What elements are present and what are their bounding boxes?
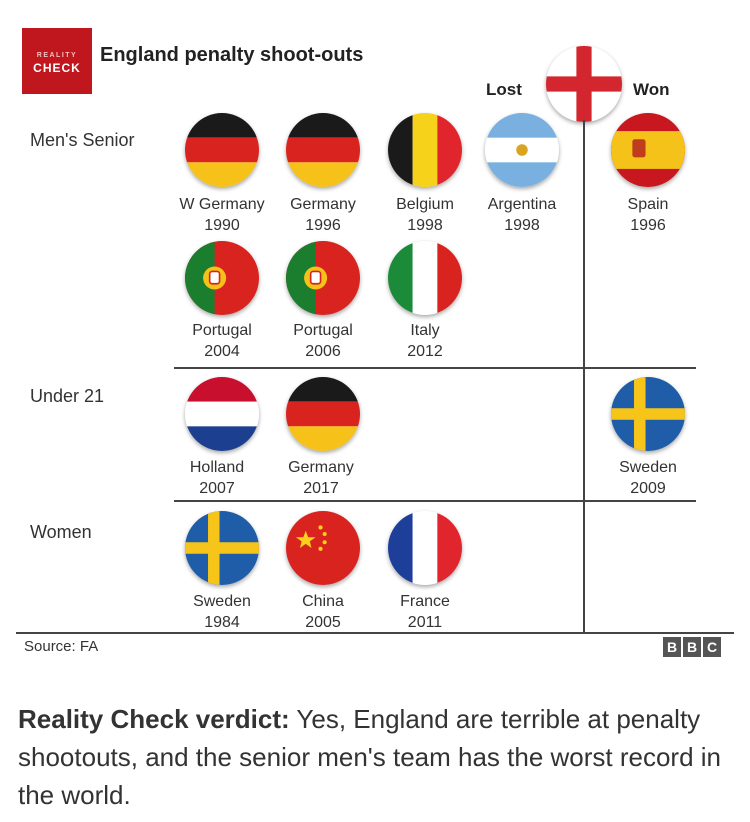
flag-caption-spain1996: Spain 1996 — [593, 194, 703, 236]
column-label-won: Won — [633, 80, 670, 99]
country-label: Holland — [189, 459, 245, 476]
year-label: 2006 — [305, 343, 341, 360]
country-label: Spain — [627, 196, 669, 213]
flag-caption-sweden2009: Sweden 2009 — [593, 457, 703, 499]
country-label: Italy — [410, 322, 440, 339]
flag-caption-argentina1998: Argentina 1998 — [467, 194, 577, 236]
country-label: Sweden — [619, 459, 677, 476]
flag-caption-sweden1984: Sweden 1984 — [167, 591, 277, 633]
year-label: 2004 — [204, 343, 240, 360]
row-label-under-21: Under 21 — [30, 386, 105, 406]
bbc-logo: B B C — [663, 637, 721, 657]
verdict-heading: Reality Check verdict: — [18, 704, 290, 734]
country-label: Argentina — [487, 196, 557, 213]
country-label: W Germany — [179, 196, 265, 213]
year-label: 1996 — [630, 217, 666, 234]
flag-caption-germany1996: Germany 1996 — [268, 194, 378, 236]
year-label: 2017 — [303, 480, 339, 497]
logo-line2: CHECK — [33, 61, 81, 75]
year-label: 2007 — [199, 480, 235, 497]
bbc-letter: C — [703, 637, 721, 657]
flag-caption-italy2012: Italy 2012 — [370, 320, 480, 362]
country-label: Belgium — [396, 196, 454, 213]
argentina-flag-icon — [485, 113, 559, 187]
bbc-letter: B — [683, 637, 701, 657]
year-label: 1998 — [407, 217, 443, 234]
reality-check-logo: REALITY CHECK — [22, 28, 92, 94]
flag-caption-belgium1998: Belgium 1998 — [370, 194, 480, 236]
row-label-mens-senior: Men's Senior — [30, 130, 135, 150]
source-note: Source: FA — [24, 638, 99, 655]
year-label: 1996 — [305, 217, 341, 234]
flag-caption-holland2007: Holland 2007 — [162, 457, 272, 499]
row-label-women: Women — [30, 522, 92, 542]
lost-won-divider — [583, 120, 585, 633]
year-label: 2009 — [630, 480, 666, 497]
italy-flag-icon — [388, 241, 462, 315]
france-flag-icon — [388, 511, 462, 585]
country-label: Portugal — [293, 322, 353, 339]
flag-caption-germany2017: Germany 2017 — [266, 457, 376, 499]
bottom-rule — [16, 632, 734, 634]
spain-flag-icon — [611, 113, 685, 187]
germany-flag-icon — [286, 113, 360, 187]
verdict-paragraph: Reality Check verdict: Yes, England are … — [18, 700, 738, 814]
country-label: Germany — [290, 196, 356, 213]
china-flag-icon — [286, 511, 360, 585]
year-label: 2011 — [407, 614, 443, 631]
belgium-flag-icon — [388, 113, 462, 187]
germany-flag-icon — [286, 377, 360, 451]
column-label-lost: Lost — [486, 80, 522, 99]
year-label: 1984 — [204, 614, 240, 631]
country-label: Portugal — [192, 322, 252, 339]
portugal-flag-icon — [185, 241, 259, 315]
country-label: Sweden — [193, 593, 251, 610]
flag-caption-portugal2004: Portugal 2004 — [167, 320, 277, 362]
logo-line1: REALITY — [36, 52, 78, 59]
verdict-text: Yes, England are terrible at penalty sho… — [18, 704, 722, 810]
country-label: China — [302, 593, 344, 610]
flag-caption-wgermany1990: W Germany 1990 — [167, 194, 277, 236]
year-label: 1990 — [204, 217, 240, 234]
flag-caption-china2005: China 2005 — [268, 591, 378, 633]
england-flag-icon — [546, 46, 622, 122]
sweden-flag-icon — [185, 511, 259, 585]
country-label: France — [400, 593, 450, 610]
row-divider-2 — [174, 500, 696, 502]
year-label: 1998 — [504, 217, 540, 234]
sweden-flag-icon — [611, 377, 685, 451]
year-label: 2005 — [305, 614, 341, 631]
country-label: Germany — [288, 459, 354, 476]
year-label: 2012 — [407, 343, 443, 360]
bbc-letter: B — [663, 637, 681, 657]
portugal-flag-icon — [286, 241, 360, 315]
germany-flag-icon — [185, 113, 259, 187]
netherlands-flag-icon — [185, 377, 259, 451]
flag-caption-portugal2006: Portugal 2006 — [268, 320, 378, 362]
row-divider-1 — [174, 367, 696, 369]
flag-caption-france2011: France 2011 — [370, 591, 480, 633]
chart-title: England penalty shoot-outs — [100, 44, 364, 66]
